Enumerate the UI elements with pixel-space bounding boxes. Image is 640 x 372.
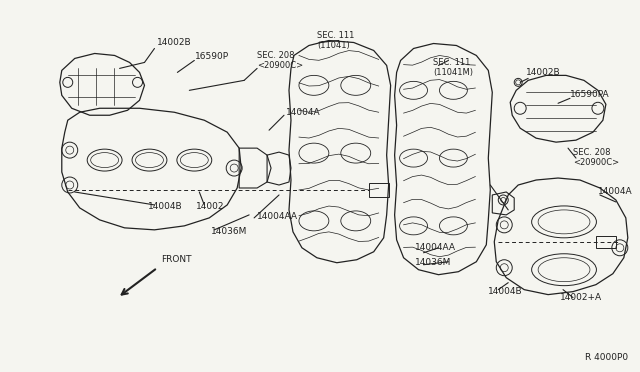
Text: <20900C>: <20900C>: [573, 158, 619, 167]
Text: (11041M): (11041M): [433, 68, 474, 77]
Text: FRONT: FRONT: [161, 255, 192, 264]
Text: 14002B: 14002B: [156, 38, 191, 47]
Text: 16590PA: 16590PA: [570, 90, 610, 99]
Text: (11041): (11041): [317, 41, 349, 50]
Text: 14004AA: 14004AA: [415, 243, 456, 252]
Text: SEC. 208: SEC. 208: [573, 148, 611, 157]
Text: 14004B: 14004B: [488, 287, 523, 296]
Text: 14004A: 14004A: [598, 187, 632, 196]
Text: 14002+A: 14002+A: [560, 293, 602, 302]
Text: SEC. 208: SEC. 208: [257, 51, 294, 60]
Text: 14036M: 14036M: [415, 258, 451, 267]
Text: 14002: 14002: [196, 202, 225, 211]
Text: SEC. 111: SEC. 111: [433, 58, 471, 67]
Text: 14004AA: 14004AA: [257, 212, 298, 221]
Text: 14002B: 14002B: [526, 68, 561, 77]
Text: R 4000P0: R 4000P0: [585, 353, 628, 362]
Text: SEC. 111: SEC. 111: [317, 31, 355, 40]
Text: <20900C>: <20900C>: [257, 61, 303, 70]
Text: 14004B: 14004B: [147, 202, 182, 211]
Text: 16590P: 16590P: [195, 52, 230, 61]
Text: 14004A: 14004A: [286, 108, 321, 117]
Text: 14036M: 14036M: [211, 227, 248, 236]
